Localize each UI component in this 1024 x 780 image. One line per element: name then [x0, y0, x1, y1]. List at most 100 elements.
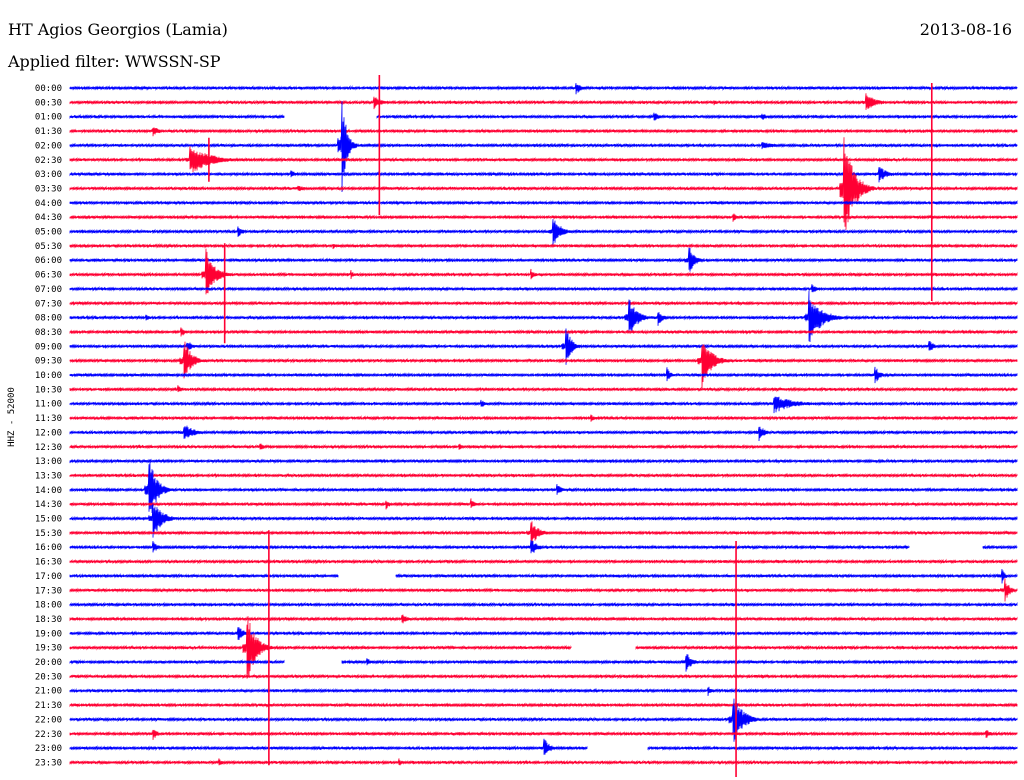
- row-time-label: 03:30: [35, 184, 62, 194]
- trace-row-2130: [69, 702, 1018, 708]
- row-time-label: 05:30: [35, 242, 62, 252]
- trace-row-0200: [69, 101, 1018, 193]
- row-time-label: 09:30: [35, 357, 62, 367]
- trace-row-1130: [69, 414, 1018, 422]
- row-time-label: 05:00: [35, 228, 62, 238]
- row-time-label: 01:00: [35, 113, 62, 123]
- trace-row-1000: [69, 366, 1018, 384]
- row-time-label: 04:30: [35, 213, 62, 223]
- row-time-label: 01:30: [35, 127, 62, 137]
- trace-row-0230: [69, 146, 1018, 173]
- trace-row-0730: [69, 300, 1018, 307]
- trace-row-1600: [69, 539, 1018, 554]
- trace-row-0900: [69, 328, 1018, 365]
- trace-row-0630: [69, 248, 1018, 295]
- trace-row-1500: [69, 503, 1018, 538]
- trace-row-0100: [69, 112, 1018, 121]
- row-time-labels: 00:00 00:30 01:00 01:30 02:00 02:30 03:00 03:30…: [35, 84, 62, 768]
- row-time-label: 22:30: [35, 730, 62, 740]
- filter-label: Applied filter: WWSSN-SP: [8, 52, 221, 71]
- trace-row-0600: [69, 247, 1018, 272]
- trace-row-2030: [69, 673, 1018, 680]
- trace-row-2000: [69, 654, 1018, 672]
- trace-row-1100: [69, 396, 1018, 414]
- row-time-label: 06:00: [35, 256, 62, 266]
- row-time-label: 02:00: [35, 141, 62, 151]
- row-time-label: 22:00: [35, 715, 62, 725]
- row-time-label: 04:00: [35, 199, 62, 209]
- trace-row-1300: [69, 458, 1018, 464]
- row-time-label: 15:00: [35, 515, 62, 525]
- trace-row-1800: [69, 601, 1018, 608]
- trace-row-0000: [69, 83, 1018, 95]
- row-time-label: 06:30: [35, 271, 62, 281]
- row-time-label: 21:00: [35, 687, 62, 697]
- row-time-label: 12:00: [35, 428, 62, 438]
- row-time-label: 11:00: [35, 400, 62, 410]
- trace-row-0530: [69, 242, 1018, 250]
- row-time-label: 23:30: [35, 758, 62, 768]
- row-time-label: 12:30: [35, 443, 62, 453]
- row-time-label: 07:30: [35, 299, 62, 309]
- row-time-label: 17:30: [35, 586, 62, 596]
- row-time-label: 02:30: [35, 156, 62, 166]
- date-label: 2013-08-16: [919, 20, 1012, 39]
- row-time-label: 15:30: [35, 529, 62, 539]
- row-time-label: 20:00: [35, 658, 62, 668]
- row-time-label: 23:00: [35, 744, 62, 754]
- row-time-label: 00:30: [35, 98, 62, 108]
- trace-row-0130: [69, 127, 1018, 137]
- trace-row-1630: [69, 558, 1018, 565]
- row-time-label: 13:00: [35, 457, 62, 467]
- row-time-label: 13:30: [35, 471, 62, 481]
- trace-row-1900: [69, 627, 1018, 641]
- trace-row-0930: [69, 341, 1018, 389]
- trace-row-0500: [69, 219, 1018, 247]
- trace-row-2200: [69, 698, 1018, 742]
- row-time-label: 18:00: [35, 601, 62, 611]
- trace-row-1400: [69, 459, 1018, 514]
- row-time-label: 16:30: [35, 558, 62, 568]
- row-time-label: 14:00: [35, 486, 62, 496]
- row-time-label: 11:30: [35, 414, 62, 424]
- trace-row-0330: [69, 137, 1018, 230]
- row-time-label: 17:00: [35, 572, 62, 582]
- row-time-label: 21:30: [35, 701, 62, 711]
- trace-row-0700: [69, 284, 1018, 293]
- trace-row-1530: [69, 521, 1018, 545]
- trace-row-1830: [69, 614, 1018, 624]
- row-time-label: 14:30: [35, 500, 62, 510]
- row-time-label: 00:00: [35, 84, 62, 94]
- trace-row-1730: [69, 578, 1018, 602]
- trace-row-2300: [69, 738, 1018, 755]
- row-time-label: 07:00: [35, 285, 62, 295]
- trace-row-1030: [69, 385, 1018, 393]
- row-time-label: 19:30: [35, 644, 62, 654]
- trace-row-1200: [69, 425, 1018, 442]
- row-time-label: 10:30: [35, 385, 62, 395]
- station-title: HT Agios Georgios (Lamia): [8, 20, 228, 39]
- trace-row-2330: [69, 758, 1018, 766]
- trace-row-0030: [69, 93, 1018, 110]
- trace-row-1230: [69, 443, 1018, 450]
- trace-row-1330: [69, 472, 1018, 479]
- trace-row-0800: [69, 290, 1018, 343]
- trace-row-1430: [69, 498, 1018, 510]
- row-time-label: 08:00: [35, 314, 62, 324]
- trace-row-0400: [69, 199, 1018, 206]
- trace-row-1930: [69, 616, 1018, 679]
- trace-row-2100: [69, 686, 1018, 696]
- row-time-label: 19:00: [35, 629, 62, 639]
- row-time-label: 20:30: [35, 672, 62, 682]
- row-time-label: 16:00: [35, 543, 62, 553]
- row-time-label: 09:00: [35, 342, 62, 352]
- trace-row-2230: [69, 729, 1018, 740]
- row-time-label: 18:30: [35, 615, 62, 625]
- row-time-label: 08:30: [35, 328, 62, 338]
- trace-row-1700: [69, 569, 1018, 584]
- row-time-label: 10:00: [35, 371, 62, 381]
- trace-row-0430: [69, 213, 1018, 222]
- seismic-traces: [69, 75, 1018, 777]
- trace-row-0830: [69, 327, 1018, 337]
